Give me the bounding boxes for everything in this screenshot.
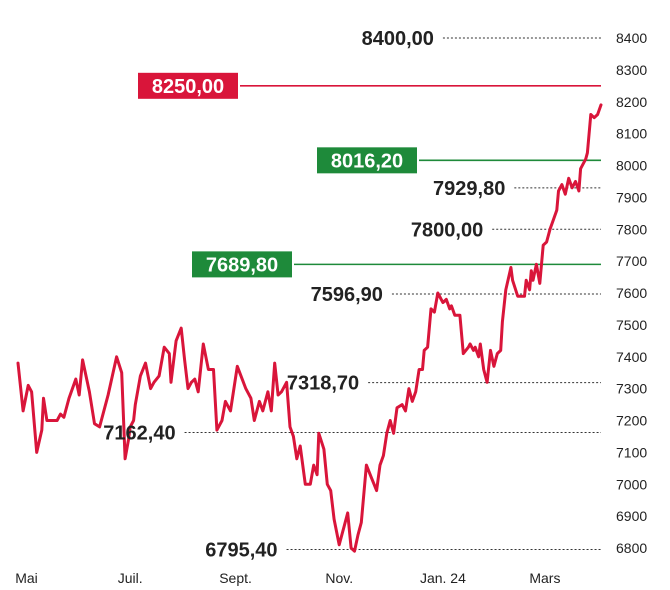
x-tick-label: Jan. 24: [420, 570, 466, 586]
x-tick-label: Mars: [529, 570, 560, 586]
level-labels: 8400,00 8250,00 8016,20 7929,80 7800,00 7689,…: [103, 28, 505, 561]
y-tick-label: 7900: [616, 189, 647, 205]
level-value-box-label: 8016,20: [331, 150, 403, 172]
level-value-label: 7318,70: [287, 373, 359, 395]
y-tick-label: 7400: [616, 349, 647, 365]
level-value-box-label: 7689,80: [206, 254, 278, 276]
y-tick-label: 7200: [616, 413, 647, 429]
price-series-line: [16, 103, 603, 553]
y-tick-label: 7300: [616, 381, 647, 397]
level-value-label: 8400,00: [362, 28, 434, 50]
level-value-label: 7800,00: [411, 219, 483, 241]
x-tick-label: Nov.: [325, 570, 353, 586]
y-tick-label: 7700: [616, 253, 647, 269]
level-value-box-label: 8250,00: [152, 76, 224, 98]
y-tick-label: 7600: [616, 285, 647, 301]
level-value-label: 7929,80: [433, 178, 505, 200]
x-tick-label: Juil.: [118, 570, 143, 586]
y-tick-label: 6800: [616, 540, 647, 556]
level-value-box: [192, 251, 292, 278]
y-tick-label: 7500: [616, 317, 647, 333]
y-tick-label: 8400: [616, 30, 647, 46]
level-value-box: [138, 72, 238, 99]
y-tick-label: 6900: [616, 508, 647, 524]
level-lines: [184, 37, 601, 550]
level-value-label: 6795,40: [205, 539, 277, 561]
x-tick-label: Sept.: [219, 570, 252, 586]
y-tick-label: 7800: [616, 221, 647, 237]
y-tick-label: 7000: [616, 476, 647, 492]
y-tick-label: 8300: [616, 62, 647, 78]
price-line-layer: [16, 103, 603, 553]
level-value-label: 7596,90: [311, 284, 383, 306]
y-tick-label: 7100: [616, 444, 647, 460]
level-value-label: 7162,40: [103, 422, 175, 444]
y-axis: 8400 8300 8200 8100 8000 7900 7800 7700 7600 7500…: [616, 30, 647, 556]
level-value-box: [317, 147, 417, 174]
x-tick-label: Mai: [15, 570, 38, 586]
y-tick-label: 8100: [616, 126, 647, 142]
y-tick-label: 8200: [616, 94, 647, 110]
y-tick-label: 8000: [616, 158, 647, 174]
x-axis: Mai Juil. Sept. Nov. Jan. 24 Mars: [15, 570, 560, 586]
